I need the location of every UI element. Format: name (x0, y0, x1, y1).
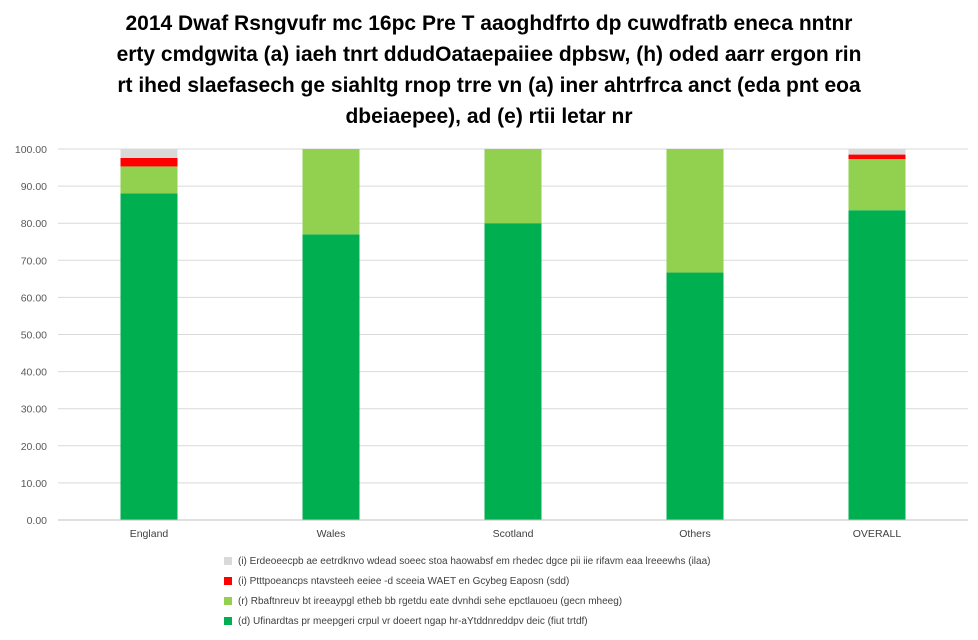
bar-segment (848, 154, 906, 160)
legend-label: (r) Rbaftnreuv bt ireeaypgl etheb bb rge… (238, 595, 623, 607)
title-line-4: dbeiaepee), ad (e) rtii letar nr (345, 105, 633, 128)
y-tick-label: 40.00 (21, 367, 47, 379)
bar-segment (120, 166, 178, 194)
y-tick-label: 20.00 (21, 441, 47, 453)
title-line-3: rt ihed slaefasech ge siahltg rnop trre … (117, 74, 861, 97)
x-tick-label: OVERALL (853, 528, 902, 540)
y-tick-label: 50.00 (21, 330, 47, 342)
legend-swatch (224, 557, 232, 565)
bar-segment (120, 149, 178, 158)
x-tick-label: Wales (317, 528, 346, 540)
bar-segment (484, 149, 542, 224)
y-tick-label: 10.00 (21, 478, 47, 490)
legend-swatch (224, 577, 232, 585)
legend-swatch (224, 617, 232, 625)
legend-label: (i) Erdeoeecpb ae eetrdknvo wdead soeec … (238, 555, 711, 567)
legend-item: (i) Erdeoeecpb ae eetrdknvo wdead soeec … (224, 551, 964, 571)
legend-item: (r) Rbaftnreuv bt ireeaypgl etheb bb rge… (224, 591, 964, 611)
y-tick-label: 70.00 (21, 255, 47, 267)
bar-segment (666, 272, 724, 520)
bar-segment (848, 159, 906, 211)
chart-title: 2014 Dwaf Rsngvufr mc 16pc Pre T aaoghdf… (40, 8, 938, 132)
x-tick-label: England (130, 528, 169, 540)
y-tick-label: 30.00 (21, 404, 47, 416)
legend-item: (d) Ufinardtas pr meepgeri crpul vr doee… (224, 611, 964, 631)
bar-segment (848, 210, 906, 520)
bar-segment (302, 234, 360, 520)
bar-segment (120, 157, 178, 167)
title-line-1: 2014 Dwaf Rsngvufr mc 16pc Pre T aaoghdf… (125, 12, 853, 35)
x-tick-label: Others (679, 528, 711, 540)
legend-label: (d) Ufinardtas pr meepgeri crpul vr doee… (238, 615, 588, 627)
legend-item: (i) Ptttpoeancps ntavsteeh eeiee -d scee… (224, 571, 964, 591)
x-tick-label: Scotland (493, 528, 534, 540)
title-line-2: erty cmdgwita (a) iaeh tnrt ddudOataepai… (116, 43, 862, 66)
bar-segment (484, 223, 542, 520)
y-tick-label: 80.00 (21, 218, 47, 230)
y-tick-label: 0.00 (27, 515, 48, 527)
y-tick-label: 90.00 (21, 181, 47, 193)
bar-segment (302, 149, 360, 235)
legend-label: (i) Ptttpoeancps ntavsteeh eeiee -d scee… (238, 575, 570, 587)
bar-segment (666, 149, 724, 273)
bar-segment (848, 149, 906, 155)
legend-swatch (224, 597, 232, 605)
chart-legend: (i) Erdeoeecpb ae eetrdknvo wdead soeec … (224, 551, 964, 631)
bar-segment (120, 193, 178, 520)
y-tick-label: 100.00 (15, 144, 47, 156)
y-tick-label: 60.00 (21, 292, 47, 304)
